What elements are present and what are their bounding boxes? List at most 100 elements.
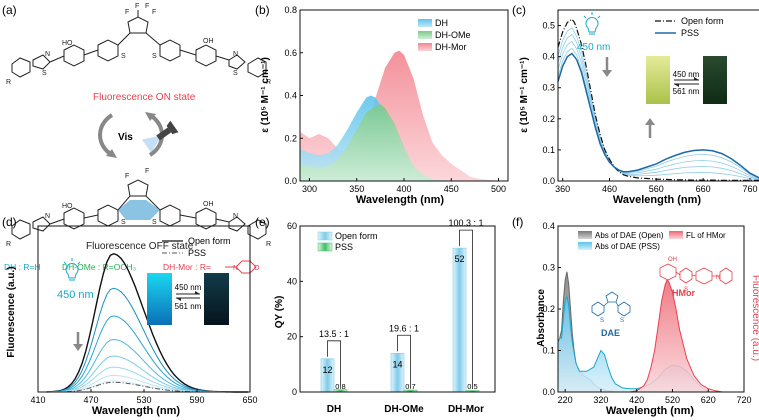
chart-c-ylabel: ε (10⁵ M⁻¹ cm⁻¹) <box>519 57 530 133</box>
y-tick-label: 0.1 <box>542 346 555 356</box>
x-tick-label: 420 <box>629 395 644 405</box>
chart-c-xlabel: Wavelength (nm) <box>613 194 702 206</box>
legend-swatch-pss <box>317 242 333 252</box>
lamp-icon <box>63 258 81 281</box>
y-tick-label: 0.8 <box>284 5 297 15</box>
morpholine-icon <box>225 260 257 274</box>
atom-label: N <box>45 51 50 58</box>
y-tick-label: 0 <box>292 387 297 397</box>
y-tick-label: 0.3 <box>542 263 555 273</box>
x-tick-label: 470 <box>83 395 98 405</box>
area-series-dh-mor <box>300 50 499 181</box>
intermediate-spectrum <box>557 41 759 180</box>
ratio-label: 19.6 : 1 <box>389 323 419 333</box>
bar-value-label: 14 <box>392 359 402 369</box>
substituent-dhmor: DH-Mor : R= <box>163 262 211 272</box>
legend-swatch-dae-pss <box>578 242 592 250</box>
x-tick-label: 220 <box>558 395 573 405</box>
panel-b: (b) 300 350 400 450 500 0.0 0.2 0.4 0.6 0.8 DH DH… <box>255 3 509 206</box>
ratio-bracket <box>327 340 341 388</box>
atom-label: S <box>152 53 157 60</box>
y-tick-label: 0.0 <box>284 176 297 186</box>
closed-ring-highlight <box>118 200 160 220</box>
area-series-dh-ome <box>300 104 452 181</box>
panel-label-b: (b) <box>255 3 270 17</box>
x-tick-label: 660 <box>696 184 711 194</box>
bar-value-label: 52 <box>454 254 464 264</box>
chart-d-xlabel: Wavelength (nm) <box>92 405 181 417</box>
molecule-hmor <box>659 263 733 285</box>
atom-label: R <box>266 241 271 248</box>
bar-open-form-dh-mor <box>452 247 467 393</box>
atom-label: R <box>266 79 271 86</box>
area-series-fl-hmor <box>629 279 723 392</box>
panel-d: (d) 410 470 530 590 650 450 nm Open form PSS… <box>2 215 258 417</box>
chart-f-legend: Abs of DAE (Open) Abs of DAE (PSS) FL of… <box>578 231 726 251</box>
legend-label-dae-pss: Abs of DAE (PSS) <box>595 242 660 251</box>
panel-label-a: (a) <box>2 3 17 17</box>
vis-label: Vis <box>118 132 133 143</box>
panel-f: (f) 220 320 420 520 620 720 0.0 0.1 0.2 0.3 0.4 Ab… <box>512 215 759 417</box>
atom-label: N <box>233 213 238 220</box>
atom-label: OH <box>668 257 677 263</box>
x-tick-label: 350 <box>349 184 364 194</box>
on-state-label: Fluorescence ON state <box>93 92 196 103</box>
legend-label-open: Open form <box>681 16 724 26</box>
x-tick-label: 300 <box>302 184 317 194</box>
y-tick-label: 0.2 <box>542 304 555 314</box>
line-series-pss <box>557 52 759 179</box>
x-tick-label: 360 <box>555 184 570 194</box>
arrowhead-icon <box>602 70 612 77</box>
y-tick-label: 0.4 <box>542 221 555 231</box>
ratio-label: 100.3 : 1 <box>448 218 483 228</box>
panel-label-c: (c) <box>512 3 526 17</box>
category-label: DH-Mor <box>448 404 484 415</box>
chart-d-legend: Open form PSS <box>162 236 231 258</box>
arrowhead-icon <box>106 149 117 158</box>
atom-label: N <box>233 265 238 272</box>
legend-label-open: Open form <box>335 231 378 241</box>
chart-e-legend: Open form PSS <box>317 231 378 252</box>
legend-swatch-fl-hmor <box>669 231 683 239</box>
vial-inset-d: 450 nm 561 nm <box>147 273 229 325</box>
y-tick-label: 0.2 <box>284 133 297 143</box>
substituent-dhome: DH-OMe : R=OCH₃ <box>62 262 136 272</box>
chart-e-frame <box>299 225 496 393</box>
atom-label: N <box>45 213 50 220</box>
legend-label-open: Open form <box>188 236 231 246</box>
intermediate-spectrum <box>46 315 249 393</box>
chart-b-ylabel: ε (10⁵ M⁻¹ cm⁻¹) <box>260 57 271 133</box>
y-tick-label: 0.0 <box>542 387 555 397</box>
vial-inset-c: 450 nm 561 nm <box>646 56 727 104</box>
molecule-open-form <box>11 10 267 78</box>
legend-label-dae-open: Abs of DAE (Open) <box>595 231 664 240</box>
chart-b-legend: DH DH-OMe DH-Mor <box>418 18 471 52</box>
y-tick-label: 0.2 <box>542 114 555 124</box>
chart-c-legend: Open form PSS <box>655 16 724 38</box>
legend-swatch-dhome <box>418 31 432 39</box>
inset-fwd-d: 450 nm <box>175 283 202 292</box>
y-tick-label: 0.6 <box>284 48 297 58</box>
y-tick-label: 0.4 <box>542 52 555 62</box>
line-series-pss <box>46 381 249 393</box>
legend-label-fl-hmor: FL of HMor <box>686 231 726 240</box>
legend-label-pss: PSS <box>188 248 206 258</box>
inset-back-c: 561 nm <box>673 87 700 96</box>
atom-label: OH <box>203 201 214 208</box>
lamp-label-c: 450 nm <box>577 42 610 53</box>
chart-e-ylabel: QY (%) <box>274 296 285 329</box>
atom-label: R <box>6 241 11 248</box>
atom-label: S <box>121 219 126 226</box>
atom-label: S <box>152 219 157 226</box>
category-label: DH <box>327 404 341 415</box>
category-label: DH-OMe <box>384 404 424 415</box>
panel-label-d: (d) <box>2 215 17 229</box>
atom-label: F <box>152 9 156 16</box>
ratio-label: 13.5 : 1 <box>319 329 349 339</box>
legend-swatch-dh <box>418 19 432 27</box>
flashlight-icon <box>141 120 179 153</box>
x-tick-label: 500 <box>491 184 506 194</box>
